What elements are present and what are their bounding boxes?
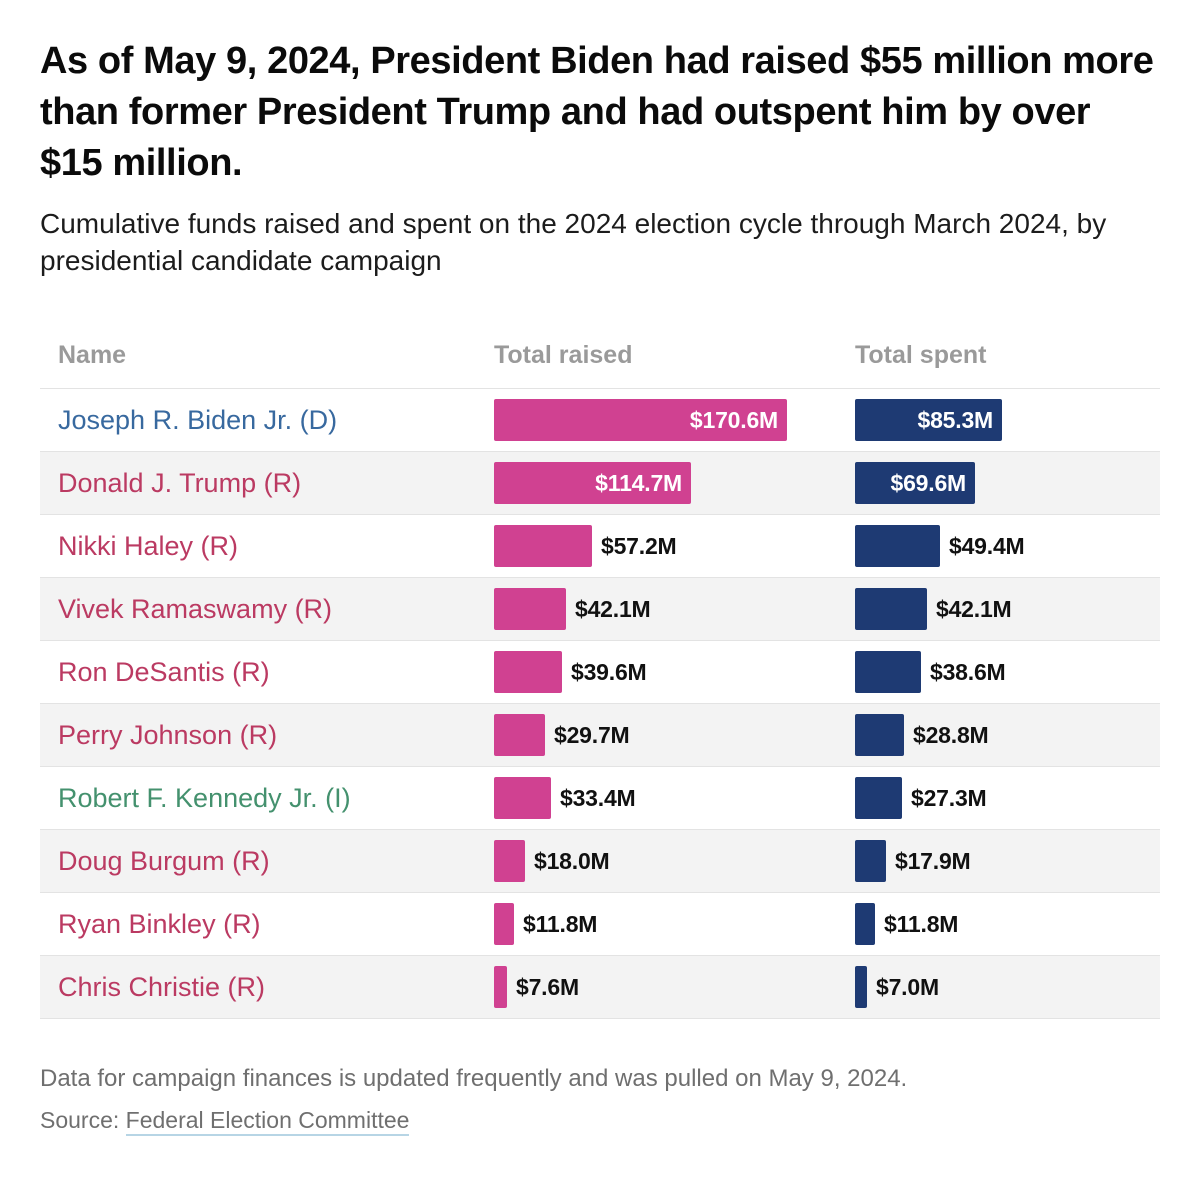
raised-bar <box>494 840 525 882</box>
raised-bar <box>494 903 514 945</box>
subtitle: Cumulative funds raised and spent on the… <box>40 208 1107 276</box>
candidate-name: Donald J. Trump (R) <box>58 467 302 498</box>
spent-cell: $27.3M <box>855 777 1160 819</box>
raised-cell: $33.4M <box>494 777 855 819</box>
candidate-name: Robert F. Kennedy Jr. (I) <box>58 782 351 813</box>
raised-cell: $29.7M <box>494 714 855 756</box>
raised-value: $170.6M <box>689 406 778 433</box>
candidate-name: Chris Christie (R) <box>58 971 266 1002</box>
spent-bar: $69.6M <box>855 462 975 504</box>
raised-value: $7.6M <box>516 973 579 1000</box>
raised-bar <box>494 651 562 693</box>
spent-bar <box>855 903 875 945</box>
spent-bar <box>855 651 921 693</box>
spent-value: $7.0M <box>876 973 939 1000</box>
spent-value: $27.3M <box>911 784 987 811</box>
spent-cell: $42.1M <box>855 588 1160 630</box>
spent-bar: $85.3M <box>855 399 1002 441</box>
raised-bar <box>494 777 551 819</box>
spent-cell: $7.0M <box>855 966 1160 1008</box>
spent-bar <box>855 777 902 819</box>
table-header: Name Total raised Total spent <box>40 341 1160 388</box>
column-header-raised: Total raised <box>494 341 633 369</box>
spent-value: $28.8M <box>913 721 989 748</box>
table-row: Chris Christie (R) $7.6M $7.0M <box>40 955 1160 1018</box>
spent-bar <box>855 840 886 882</box>
spent-bar <box>855 966 867 1008</box>
candidate-name: Vivek Ramaswamy (R) <box>58 593 333 624</box>
spent-bar <box>855 588 927 630</box>
candidate-name: Perry Johnson (R) <box>58 719 278 750</box>
table-row: Doug Burgum (R) $18.0M $17.9M <box>40 829 1160 892</box>
spent-bar <box>855 525 940 567</box>
raised-cell: $114.7M <box>494 462 855 504</box>
raised-value: $18.0M <box>534 847 610 874</box>
table-row: Donald J. Trump (R) $114.7M $69.6M <box>40 451 1160 514</box>
spent-value: $42.1M <box>936 595 1012 622</box>
candidate-name: Nikki Haley (R) <box>58 530 239 561</box>
candidate-name: Ryan Binkley (R) <box>58 908 261 939</box>
spent-value: $11.8M <box>884 910 959 937</box>
spent-value: $49.4M <box>949 532 1025 559</box>
raised-bar <box>494 714 545 756</box>
raised-cell: $42.1M <box>494 588 855 630</box>
table-row: Ryan Binkley (R) $11.8M $11.8M <box>40 892 1160 955</box>
raised-bar <box>494 525 592 567</box>
raised-value: $29.7M <box>554 721 630 748</box>
source-line: Source: Federal Election Committee <box>40 1107 1160 1136</box>
footnote: Data for campaign finances is updated fr… <box>40 1065 908 1092</box>
spent-cell: $69.6M <box>855 462 1160 504</box>
spent-cell: $38.6M <box>855 651 1160 693</box>
raised-value: $11.8M <box>523 910 598 937</box>
raised-bar <box>494 966 507 1008</box>
raised-value: $42.1M <box>575 595 651 622</box>
table-row: Robert F. Kennedy Jr. (I) $33.4M $27.3M <box>40 766 1160 829</box>
spent-value: $17.9M <box>895 847 971 874</box>
raised-value: $114.7M <box>595 469 682 496</box>
candidate-name: Joseph R. Biden Jr. (D) <box>58 404 338 435</box>
raised-value: $57.2M <box>601 532 677 559</box>
candidate-name: Ron DeSantis (R) <box>58 656 270 687</box>
spent-bar <box>855 714 904 756</box>
table-row: Vivek Ramaswamy (R) $42.1M $42.1M <box>40 577 1160 640</box>
column-header-name: Name <box>58 341 127 369</box>
spent-value: $69.6M <box>890 469 966 496</box>
raised-cell: $170.6M <box>494 399 855 441</box>
table-row: Nikki Haley (R) $57.2M $49.4M <box>40 514 1160 577</box>
candidate-name: Doug Burgum (R) <box>58 845 270 876</box>
spent-cell: $85.3M <box>855 399 1160 441</box>
table-row: Ron DeSantis (R) $39.6M $38.6M <box>40 640 1160 703</box>
source-prefix: Source: <box>40 1107 126 1133</box>
raised-value: $39.6M <box>571 658 647 685</box>
spent-value: $38.6M <box>930 658 1006 685</box>
spent-cell: $17.9M <box>855 840 1160 882</box>
raised-bar <box>494 588 566 630</box>
spent-cell: $11.8M <box>855 903 1160 945</box>
raised-bar: $170.6M <box>494 399 787 441</box>
raised-cell: $18.0M <box>494 840 855 882</box>
column-header-spent: Total spent <box>855 341 987 369</box>
table-body: Joseph R. Biden Jr. (D) $170.6M $85.3M D… <box>40 388 1160 1019</box>
source-link[interactable]: Federal Election Committee <box>125 1107 410 1136</box>
table-row: Joseph R. Biden Jr. (D) $170.6M $85.3M <box>40 388 1160 451</box>
spent-value: $85.3M <box>917 406 993 433</box>
spent-cell: $28.8M <box>855 714 1160 756</box>
raised-cell: $57.2M <box>494 525 855 567</box>
raised-cell: $39.6M <box>494 651 855 693</box>
table-row: Perry Johnson (R) $29.7M $28.8M <box>40 703 1160 766</box>
raised-value: $33.4M <box>560 784 636 811</box>
raised-cell: $7.6M <box>494 966 855 1008</box>
raised-bar: $114.7M <box>494 462 691 504</box>
headline: As of May 9, 2024, President Biden had r… <box>40 40 1154 184</box>
raised-cell: $11.8M <box>494 903 855 945</box>
spent-cell: $49.4M <box>855 525 1160 567</box>
